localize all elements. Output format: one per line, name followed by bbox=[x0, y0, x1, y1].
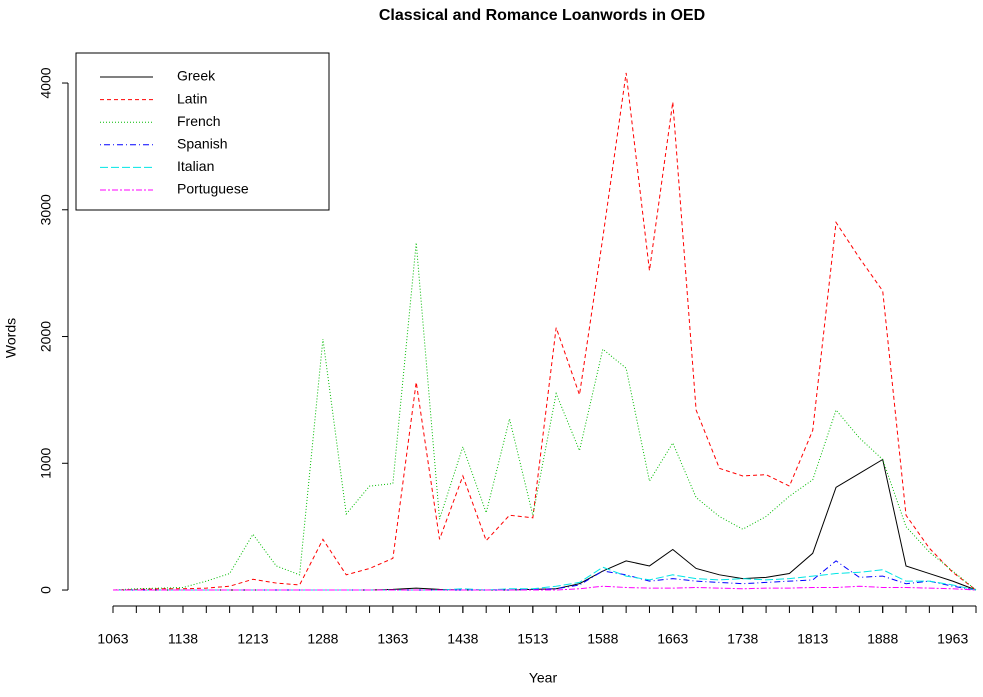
legend-label: Spanish bbox=[177, 136, 228, 152]
x-tick-label: 1363 bbox=[377, 631, 408, 647]
data-line bbox=[112, 72, 977, 591]
x-tick-label: 1963 bbox=[937, 631, 968, 647]
x-tick-label: 1813 bbox=[797, 631, 828, 647]
x-tick-label: 1213 bbox=[237, 631, 268, 647]
y-axis-label: Words bbox=[3, 318, 19, 358]
x-axis-label: Year bbox=[529, 670, 558, 686]
x-tick-label: 1888 bbox=[867, 631, 898, 647]
x-tick-label: 1588 bbox=[587, 631, 618, 647]
legend-label: Greek bbox=[177, 68, 216, 84]
legend-label: Italian bbox=[177, 158, 214, 174]
y-tick-label: 0 bbox=[38, 586, 54, 594]
legend-box bbox=[75, 52, 330, 211]
y-tick-label: 2000 bbox=[38, 321, 54, 352]
x-tick-label: 1513 bbox=[517, 631, 548, 647]
y-tick-label: 4000 bbox=[38, 67, 54, 98]
chart-title: Classical and Romance Loanwords in OED bbox=[379, 7, 705, 24]
data-line bbox=[113, 560, 977, 591]
x-tick-label: 1738 bbox=[727, 631, 758, 647]
legend-label: Latin bbox=[177, 90, 207, 106]
legend-label: French bbox=[177, 113, 221, 129]
legend-label: Portuguese bbox=[177, 181, 249, 197]
y-tick-label: 3000 bbox=[38, 194, 54, 225]
x-tick-label: 1438 bbox=[447, 631, 478, 647]
x-tick-label: 1663 bbox=[657, 631, 688, 647]
y-tick-label: 1000 bbox=[38, 447, 54, 478]
data-line bbox=[113, 566, 977, 591]
x-tick-label: 1138 bbox=[168, 631, 198, 647]
data-line bbox=[112, 242, 977, 591]
x-tick-label: 1288 bbox=[307, 631, 338, 647]
x-tick-label: 1063 bbox=[97, 631, 128, 647]
data-line bbox=[113, 458, 977, 591]
